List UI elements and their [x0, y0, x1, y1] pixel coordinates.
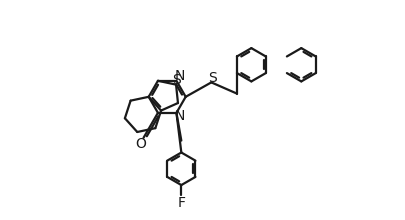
Text: N: N [175, 109, 185, 123]
Text: S: S [171, 73, 180, 87]
Text: O: O [135, 137, 146, 151]
Text: F: F [177, 196, 185, 210]
Text: S: S [208, 71, 217, 85]
Text: N: N [174, 69, 184, 83]
